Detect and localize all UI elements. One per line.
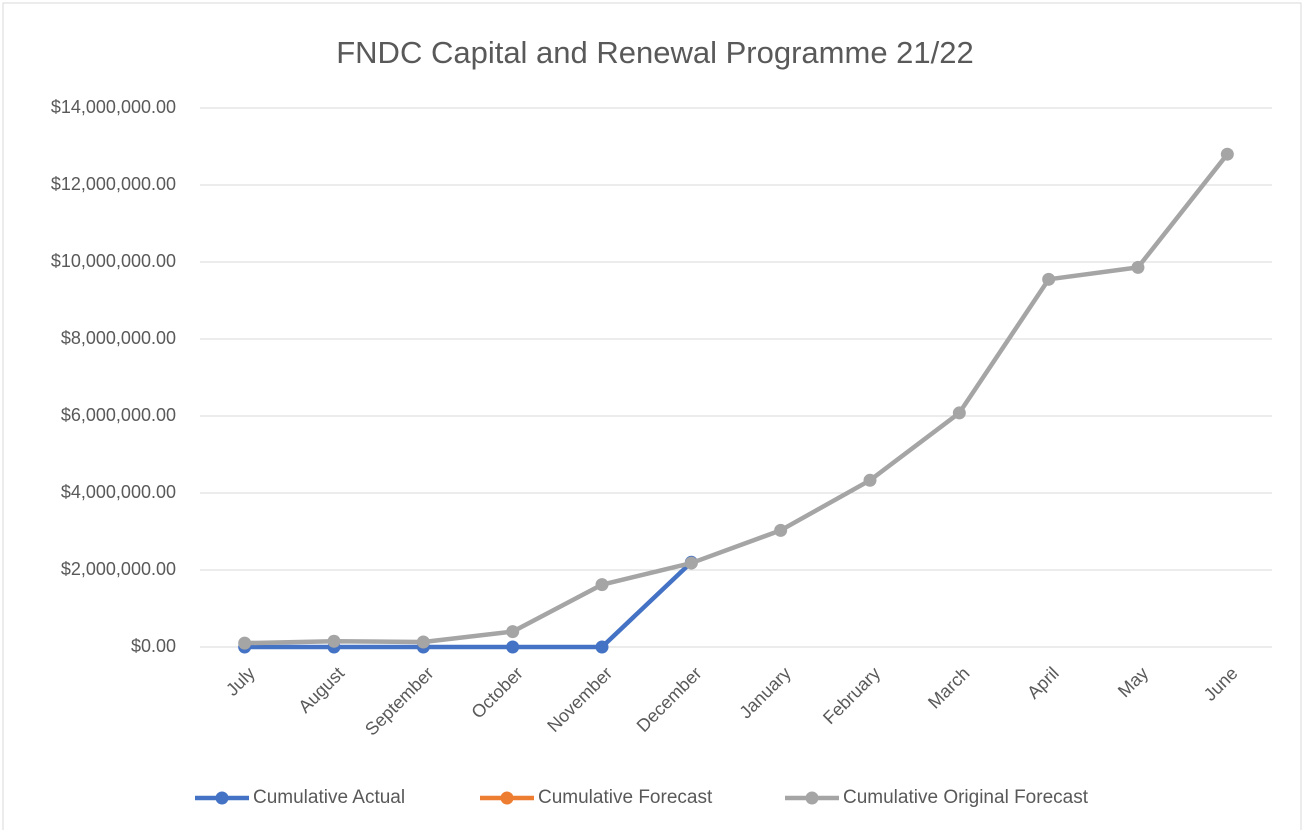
- legend-marker: [805, 791, 819, 805]
- y-tick-label: $10,000,000.00: [51, 251, 176, 271]
- series-marker: [1131, 260, 1145, 274]
- series-marker: [595, 640, 609, 654]
- y-tick-label: $14,000,000.00: [51, 97, 176, 117]
- series-marker: [1220, 147, 1234, 161]
- series-marker: [684, 556, 698, 570]
- series-marker: [1042, 272, 1056, 286]
- series-marker: [774, 523, 788, 537]
- series-marker: [238, 636, 252, 650]
- series-line: [244, 152, 1230, 646]
- y-tick-label: $12,000,000.00: [51, 174, 176, 194]
- chart-title: FNDC Capital and Renewal Programme 21/22: [336, 35, 974, 70]
- y-tick-label: $8,000,000.00: [61, 328, 176, 348]
- series-marker: [863, 473, 877, 487]
- legend-label: Cumulative Forecast: [538, 787, 713, 808]
- series-marker: [416, 635, 430, 649]
- y-tick-label: $2,000,000.00: [61, 559, 176, 579]
- y-tick-label: $4,000,000.00: [61, 482, 176, 502]
- series-marker: [506, 625, 520, 639]
- legend-marker: [500, 791, 514, 805]
- series-marker: [506, 640, 520, 654]
- series-line: [244, 560, 693, 650]
- y-tick-label: $0.00: [131, 636, 176, 656]
- series-marker: [952, 406, 966, 420]
- legend-label: Cumulative Original Forecast: [843, 787, 1089, 808]
- y-tick-label: $6,000,000.00: [61, 405, 176, 425]
- series-marker: [327, 634, 341, 648]
- legend-marker: [215, 791, 229, 805]
- series-marker: [595, 578, 609, 592]
- legend-label: Cumulative Actual: [253, 787, 405, 808]
